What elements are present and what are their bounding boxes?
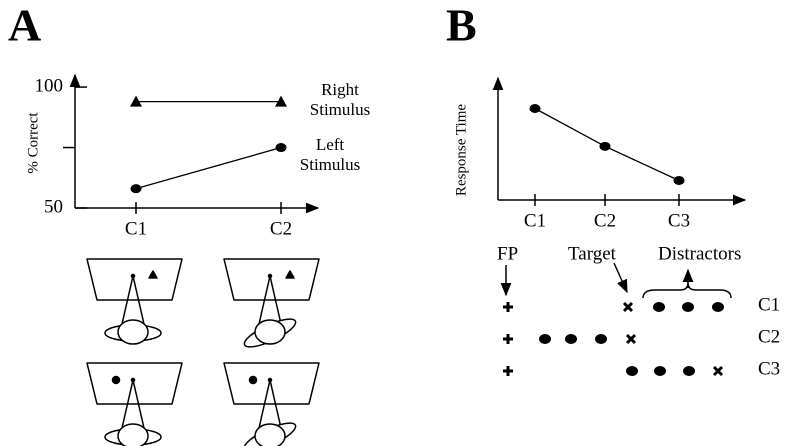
- x-tick-label: C2: [594, 210, 616, 231]
- head-diagram: [86, 258, 183, 345]
- data-point: [599, 141, 611, 151]
- data-point: [130, 184, 142, 194]
- data-point: [673, 175, 685, 185]
- panel-label: A: [8, 0, 41, 51]
- data-point: [130, 95, 142, 107]
- row-label: C1: [758, 294, 780, 315]
- schematic-a: [86, 258, 320, 446]
- x-tick-label: C1: [524, 210, 546, 231]
- x-tick-label: C2: [270, 218, 292, 239]
- panel-label: B: [446, 0, 477, 51]
- y-tick-label: 50: [44, 196, 63, 217]
- x-tick-label: C1: [125, 218, 147, 239]
- legend-label: Right Stimulus: [309, 80, 371, 119]
- stimulus-display: [500, 262, 732, 377]
- series-line: [135, 146, 282, 190]
- x-tick-label: C3: [668, 210, 690, 231]
- head-diagram: [223, 362, 320, 446]
- row-label: C3: [758, 358, 780, 379]
- distractors-label: Distractors: [658, 243, 741, 264]
- y-axis-label: Response Time: [453, 104, 469, 196]
- y-tick-label: 100: [35, 75, 64, 96]
- data-point: [529, 104, 541, 113]
- head-diagram: [86, 362, 183, 446]
- row-label: C2: [758, 326, 780, 347]
- fp-label: FP: [497, 243, 518, 264]
- data-point: [275, 95, 287, 107]
- y-axis-label: % Correct: [25, 112, 41, 174]
- target-label: Target: [568, 243, 617, 264]
- head-diagram: [223, 258, 320, 348]
- legend-label: Left Stimulus: [299, 135, 361, 174]
- data-point: [275, 143, 287, 153]
